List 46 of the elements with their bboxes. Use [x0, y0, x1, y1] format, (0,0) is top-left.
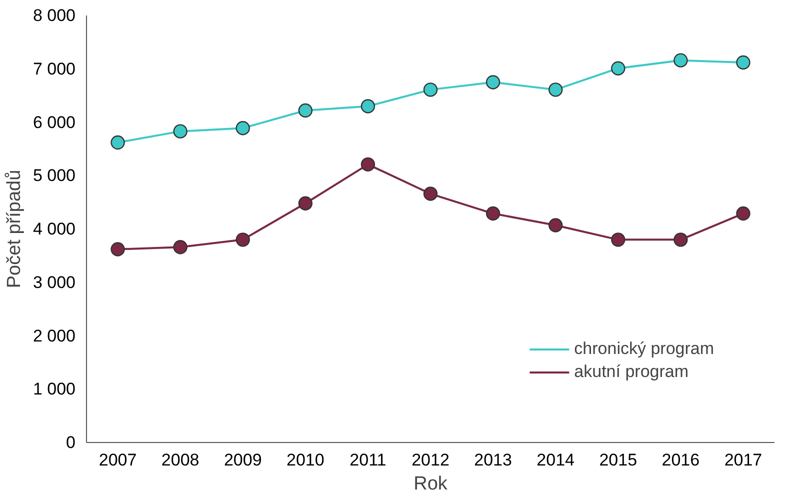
point — [674, 232, 688, 247]
x-tick-label: 2009 — [224, 450, 262, 470]
point — [423, 82, 438, 97]
point — [423, 186, 438, 201]
legend-label: akutní program — [574, 362, 689, 382]
y-tick-label: 5 000 — [32, 166, 76, 186]
x-tick-label: 2014 — [536, 450, 575, 470]
point — [298, 103, 313, 118]
x-tick-label: 2011 — [350, 450, 386, 470]
point — [486, 206, 500, 221]
y-tick-label: 1 000 — [32, 380, 76, 399]
y-axis-title: Počet případů — [4, 170, 25, 288]
y-tick-label: 2 000 — [32, 326, 76, 346]
x-axis-title: Rok — [414, 474, 448, 494]
point — [548, 218, 563, 232]
y-tick-label: 3 000 — [32, 272, 76, 292]
x-tick-label: 2008 — [161, 450, 200, 470]
point — [486, 75, 500, 90]
x-tick-label: 2007 — [98, 450, 137, 470]
point — [236, 121, 250, 136]
y-tick-label: 0 — [66, 433, 76, 452]
y-tick-label: 4 000 — [32, 220, 76, 238]
point — [110, 135, 125, 150]
point — [736, 206, 750, 221]
x-tick-label: 2012 — [412, 450, 450, 470]
x-tick-label: 2016 — [662, 450, 700, 470]
point — [173, 240, 188, 254]
point — [173, 124, 188, 138]
legend-label: chronický program — [574, 339, 714, 359]
point — [236, 232, 250, 247]
point — [110, 242, 125, 256]
point — [360, 157, 376, 172]
point — [736, 55, 750, 70]
point — [674, 53, 688, 68]
point — [611, 61, 626, 76]
point — [611, 232, 626, 247]
point — [298, 196, 313, 210]
y-tick-label: 8 000 — [32, 6, 76, 25]
y-tick-label: 6 000 — [32, 112, 76, 132]
x-tick-label: 2015 — [599, 450, 638, 470]
y-tick-label: 7 000 — [32, 59, 76, 78]
x-tick-label: 2013 — [474, 450, 512, 470]
x-tick-label: 2017 — [724, 450, 762, 470]
x-tick-label: 2010 — [286, 450, 324, 470]
point — [360, 99, 376, 114]
point — [548, 82, 563, 97]
